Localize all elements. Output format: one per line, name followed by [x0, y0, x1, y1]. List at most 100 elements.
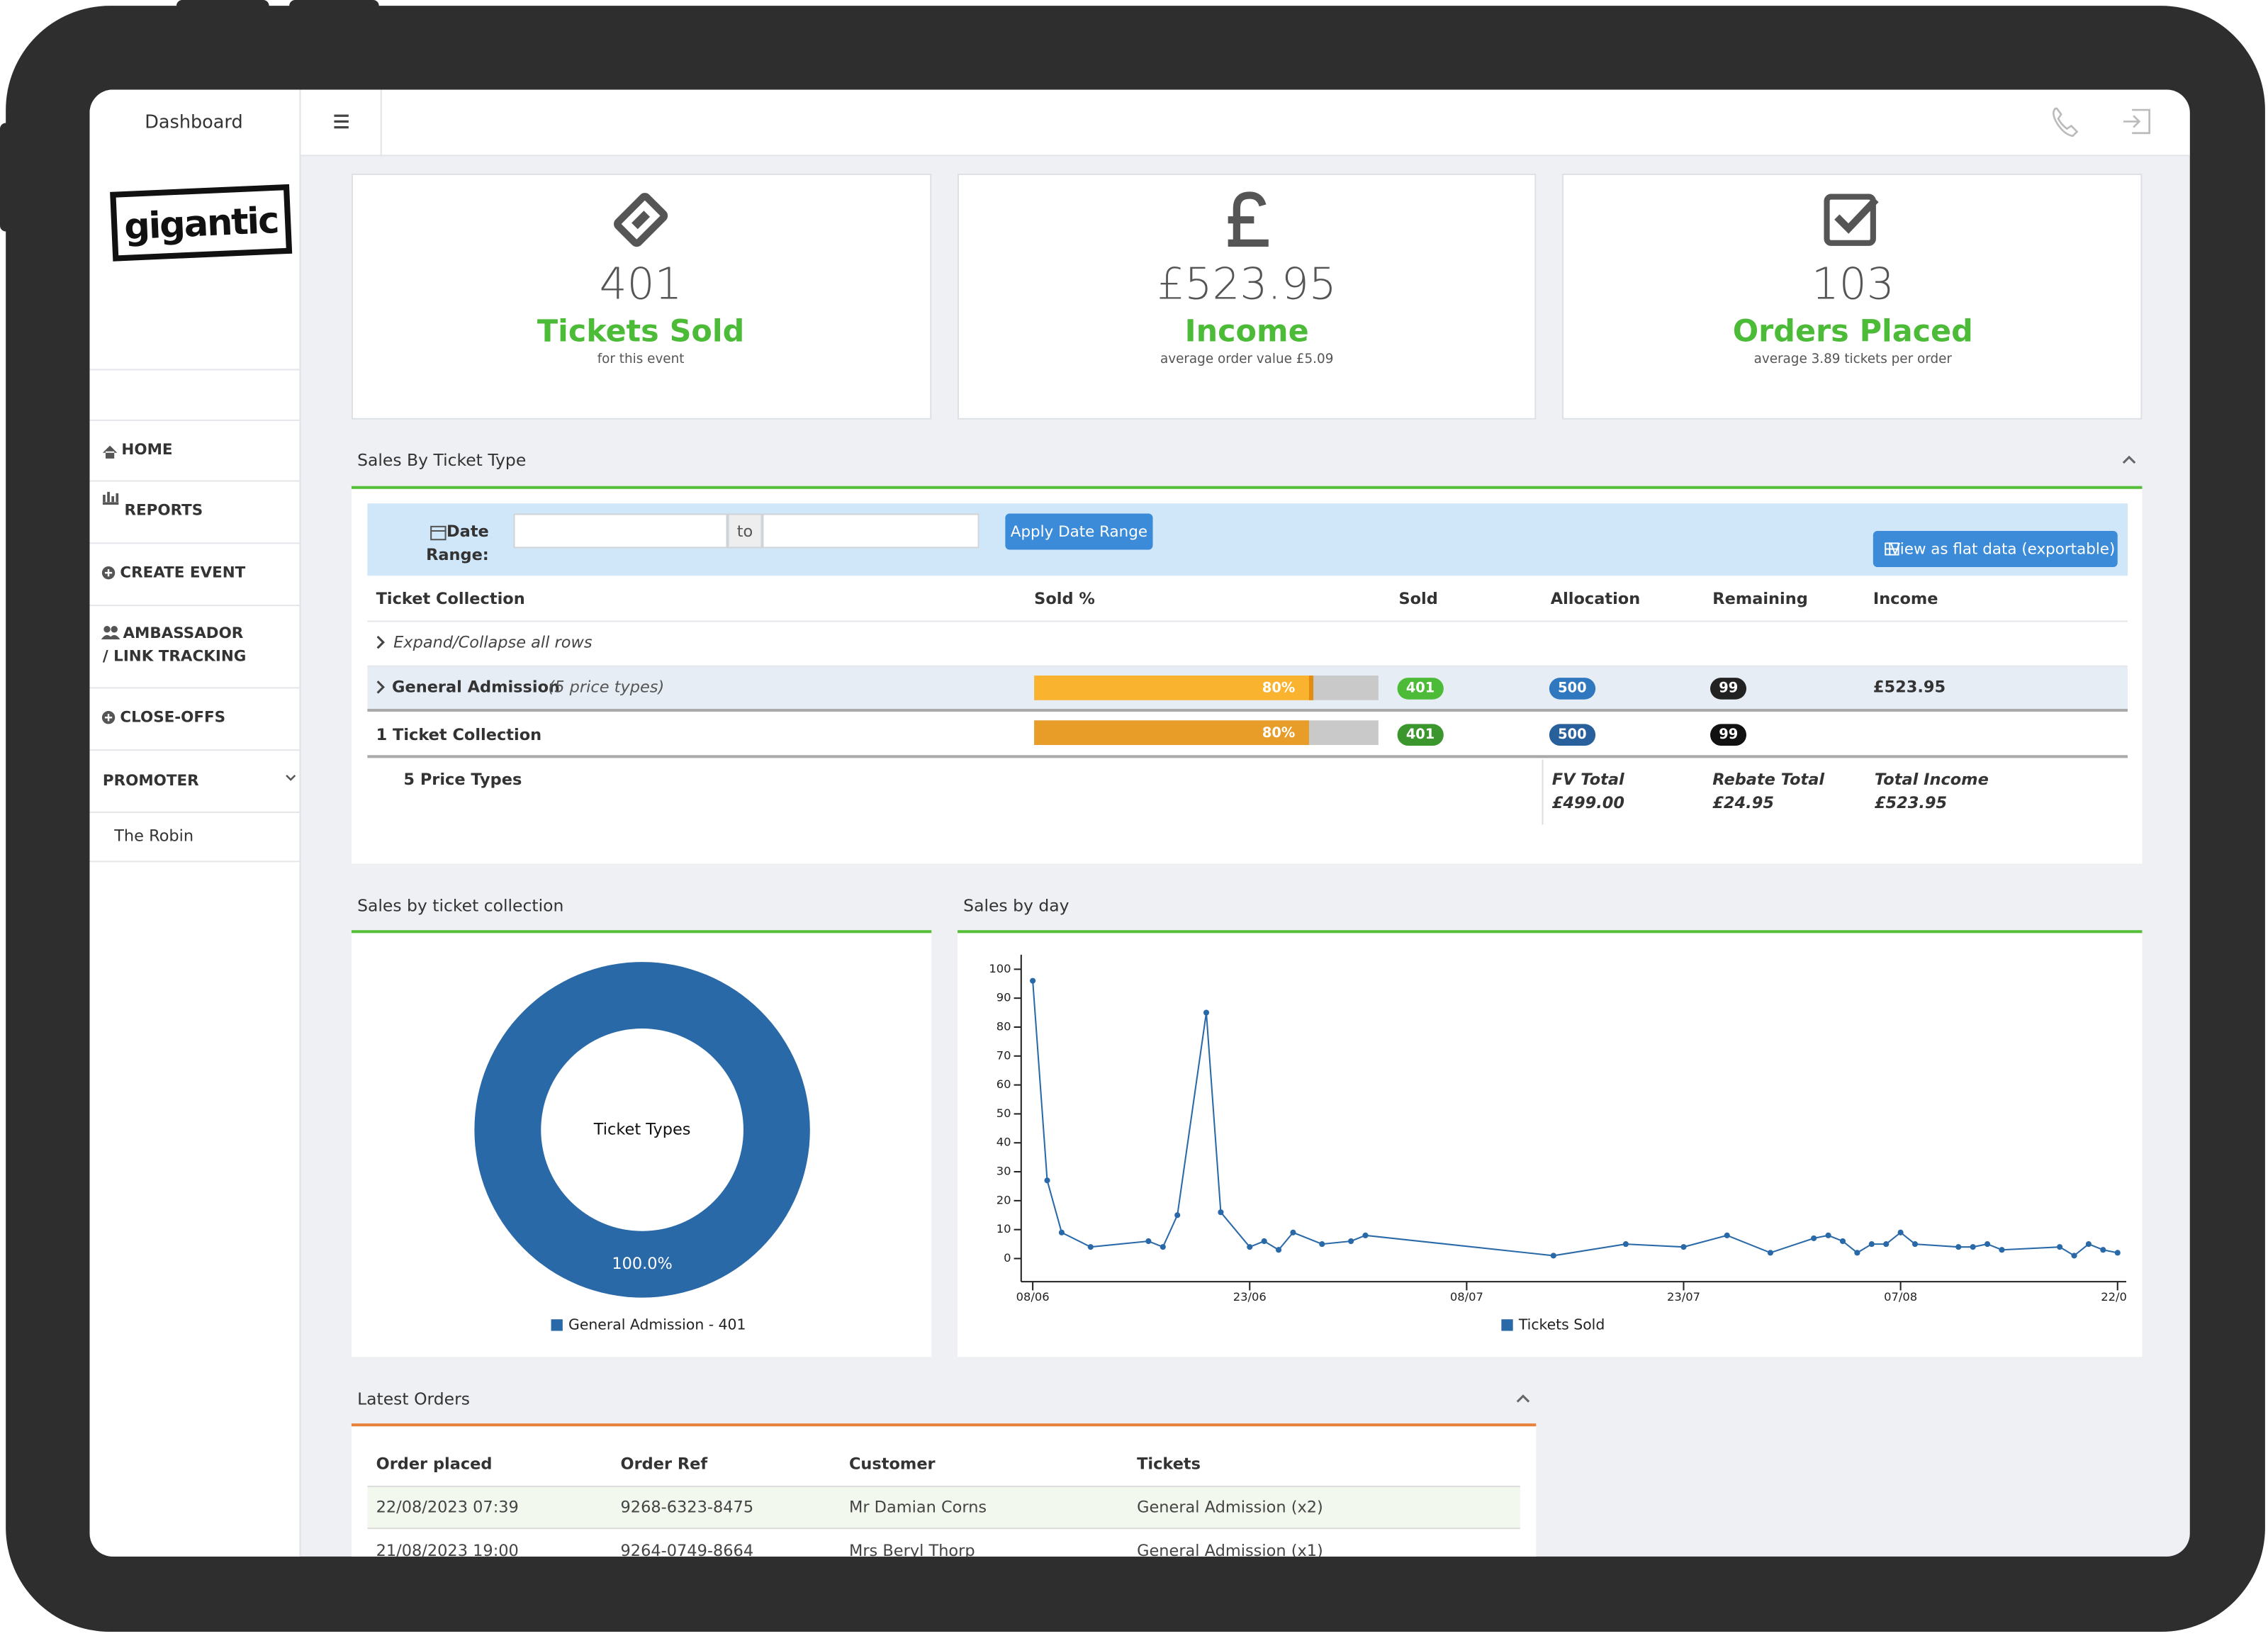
data-point [1261, 1238, 1267, 1245]
x-tick-label: 07/08 [1884, 1290, 1917, 1304]
expand-all[interactable]: Expand/Collapse all rows [393, 632, 593, 652]
column-header: Customer [848, 1455, 936, 1474]
nav-item[interactable]: AMBASSADOR / LINK TRACKING [102, 624, 247, 666]
phone-icon[interactable] [2053, 107, 2079, 138]
data-point [1087, 1244, 1094, 1250]
separator [89, 811, 300, 813]
cell: Mr Damian Corns [848, 1498, 987, 1517]
y-tick-label: 10 [997, 1222, 1011, 1236]
nav-item[interactable]: HOME [121, 441, 173, 459]
divider [1542, 759, 1544, 825]
progress-track: 80% [1034, 676, 1379, 700]
y-tick-label: 40 [997, 1136, 1011, 1149]
data-point [1550, 1253, 1556, 1259]
ticket-icon [614, 193, 668, 247]
y-tick-label: 90 [997, 991, 1011, 1004]
cell: 22/08/2023 07:39 [376, 1498, 519, 1517]
cell: Mrs Beryl Thorp [848, 1541, 975, 1561]
data-point [1911, 1241, 1919, 1248]
data-point [1290, 1229, 1296, 1236]
home-icon [102, 445, 118, 459]
date-range-label: Date Range: [426, 522, 489, 564]
menu-toggle[interactable] [299, 89, 382, 157]
progress-track: 80% [1034, 720, 1379, 746]
row-detail: (5 price types) [548, 678, 665, 697]
flat-data-button[interactable]: View as flat data (exportable) [1873, 530, 2118, 567]
data-point [1203, 1009, 1210, 1016]
total-label: Rebate Total [1712, 770, 1825, 790]
stat-value: 401 [599, 259, 683, 310]
sign-in-icon[interactable] [2123, 108, 2150, 135]
cell: 21/08/2023 19:00 [376, 1541, 519, 1561]
data-point [1058, 1229, 1065, 1236]
column-header: Sold % [1034, 589, 1095, 609]
total-value: £24.95 [1712, 793, 1774, 812]
collapse-toggle[interactable] [2121, 453, 2138, 467]
row-border [367, 620, 2128, 622]
progress-label: 80% [1262, 724, 1296, 741]
collapse-toggle[interactable] [1515, 1391, 1532, 1406]
data-point [1247, 1244, 1253, 1250]
date-input[interactable] [513, 513, 728, 549]
badge: 99 [1710, 678, 1747, 700]
data-point [1868, 1241, 1875, 1248]
stat-note: average order value £5.09 [1160, 352, 1334, 368]
sidebar [89, 89, 301, 1557]
separator [89, 542, 300, 544]
data-point [1275, 1247, 1282, 1253]
slice-label: 100.0% [612, 1255, 673, 1273]
sidebar-title: Dashboard [145, 111, 243, 133]
nav-item[interactable]: PROMOTER [102, 772, 199, 790]
to-label: to [727, 513, 763, 549]
line-chart: 0 10 20 30 40 50 60 70 80 90 100 08/06 23/06 08/07 23/… [989, 954, 2134, 1304]
y-tick-label: 60 [997, 1077, 1011, 1091]
data-point [1030, 977, 1036, 984]
data-point [1839, 1238, 1846, 1245]
stat-value: 103 [1811, 259, 1894, 310]
legend-swatch [551, 1319, 563, 1331]
column-header: Order Ref [620, 1455, 708, 1474]
nav-item[interactable]: CREATE EVENT [120, 564, 246, 582]
section-title: Sales by ticket collection [357, 895, 564, 916]
data-point [1767, 1250, 1774, 1256]
totals-label: 5 Price Types [403, 770, 522, 790]
nav-item[interactable]: CLOSE-OFFS [120, 708, 226, 727]
section-title: Sales by day [963, 895, 1070, 916]
data-point [1883, 1241, 1890, 1248]
badge: 500 [1549, 678, 1595, 700]
y-tick-label: 100 [989, 962, 1011, 975]
data-point [2057, 1244, 2063, 1250]
date-input[interactable] [762, 513, 979, 549]
data-point [1160, 1244, 1166, 1250]
row-border [367, 665, 2128, 667]
data-point [1999, 1247, 2005, 1253]
y-tick-label: 50 [997, 1106, 1011, 1120]
table-row[interactable] [367, 1486, 1520, 1530]
nav-item[interactable]: REPORTS [124, 502, 203, 520]
badge: 401 [1397, 678, 1444, 700]
chevron-right [376, 635, 385, 649]
badge: 99 [1710, 724, 1747, 746]
separator [89, 861, 300, 863]
donut-slice [474, 962, 810, 1298]
row-name: 1 Ticket Collection [376, 725, 542, 744]
cell: General Admission (x1) [1137, 1541, 1323, 1561]
cell: General Admission (x2) [1137, 1498, 1323, 1517]
data-point [1218, 1209, 1224, 1216]
y-tick-label: 30 [997, 1165, 1011, 1178]
data-point [1724, 1232, 1730, 1238]
separator [89, 605, 300, 607]
total-label: FV Total [1551, 770, 1624, 790]
data-point [1145, 1238, 1152, 1245]
data-point [1811, 1235, 1817, 1242]
x-tick-label: 22/08 [2101, 1290, 2134, 1304]
x-tick-label: 23/07 [1667, 1290, 1700, 1304]
reports-icon [102, 491, 119, 505]
sub-nav-item[interactable]: The Robin [114, 827, 194, 846]
data-point [1044, 1177, 1050, 1184]
apply-button[interactable]: Apply Date Range [1005, 513, 1153, 550]
data-point [1622, 1241, 1629, 1248]
